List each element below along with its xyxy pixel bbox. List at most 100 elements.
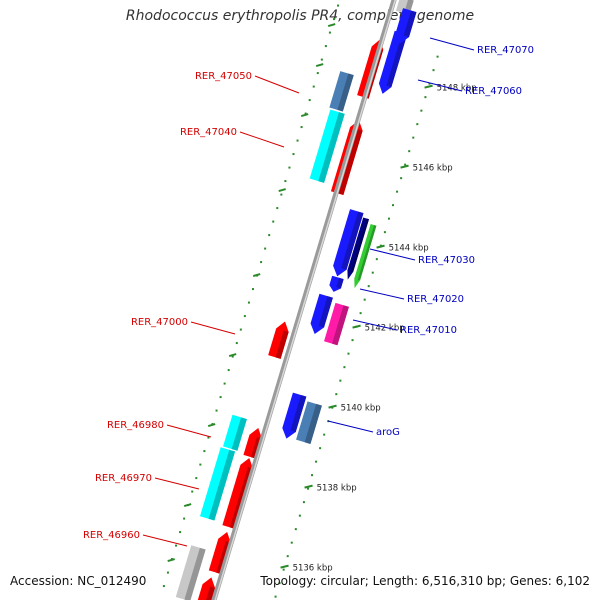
ruler-dot xyxy=(436,55,439,58)
ruler-dot xyxy=(298,514,301,517)
ruler-dot xyxy=(268,234,271,237)
gene-label-rer_46960: RER_46960 xyxy=(83,530,140,541)
leader-line xyxy=(429,37,475,51)
gene-gray-bottom xyxy=(175,545,206,600)
left-major-tick xyxy=(278,188,286,193)
gene-cyan-46970-shade xyxy=(208,449,236,521)
ruler-dot xyxy=(396,190,399,193)
leader-line xyxy=(190,321,236,335)
ruler-dot xyxy=(162,585,165,588)
ruler-dot xyxy=(215,409,218,412)
gene-cyan-47040 xyxy=(309,109,345,183)
right-major-tick xyxy=(304,484,313,489)
scale-label: 5140 kbp xyxy=(341,404,381,414)
ruler-dot xyxy=(179,531,182,534)
ruler-dot xyxy=(383,231,386,234)
ruler-dot xyxy=(304,112,307,115)
gene-blue-47030a-shade xyxy=(341,211,364,270)
gene-gray-bottom-shade xyxy=(184,547,206,600)
ruler-dot xyxy=(316,72,319,75)
gene-steel-47050 xyxy=(329,71,354,112)
gene-cyan-47040-shade xyxy=(318,112,345,183)
gene-rer-47060 xyxy=(378,30,408,94)
ruler-dot xyxy=(280,193,283,196)
ruler-dot xyxy=(375,258,378,261)
ruler-dot xyxy=(339,379,342,382)
ruler-dot xyxy=(235,342,238,345)
genome-summary: Topology: circular; Length: 6,516,310 bp… xyxy=(260,574,590,588)
scale-label: 5142 kbp xyxy=(365,324,405,334)
ruler-dot xyxy=(199,463,202,466)
leader-line xyxy=(369,248,416,261)
ruler-dot xyxy=(312,85,315,88)
ruler-dot xyxy=(282,568,285,571)
gene-label-rer_47070: RER_47070 xyxy=(477,45,534,56)
ruler-dot xyxy=(420,109,423,112)
backbone-highlight xyxy=(214,0,396,600)
gene-rer-47030 xyxy=(347,217,369,280)
left-major-tick xyxy=(315,63,324,68)
gene-rer-46970-body xyxy=(222,457,253,529)
ruler-dot xyxy=(371,271,374,274)
accession-label: Accession: NC_012490 xyxy=(10,574,147,588)
gene-blue-47030a xyxy=(333,209,364,277)
scale-ticks: 5148 kbp 5146 kbp 5144 kbp 5142 kbp 5140 kbp… xyxy=(162,4,477,598)
ruler-dot xyxy=(335,393,338,396)
gene-red-bottom-shade xyxy=(205,586,216,600)
ruler-dot xyxy=(274,595,277,598)
gene-label-rer_47000: RER_47000 xyxy=(131,317,188,328)
ruler-dot xyxy=(387,217,390,220)
ruler-dot xyxy=(363,298,366,301)
gene-labels: RER_47050 RER_47040 RER_47000 RER_46980 RER_… xyxy=(83,37,534,547)
right-ruler xyxy=(274,55,439,598)
gene-rer-47020 xyxy=(310,293,333,335)
ruler-dot xyxy=(323,433,326,436)
ruler-dot xyxy=(183,517,186,520)
gene-label-arog: aroG xyxy=(376,427,400,438)
ruler-dot xyxy=(359,312,362,315)
ruler-dot xyxy=(343,366,346,369)
ruler-dot xyxy=(272,220,275,223)
ruler-dot xyxy=(428,82,431,85)
ruler-dot xyxy=(278,582,281,585)
left-ruler xyxy=(162,4,340,588)
ruler-dot xyxy=(315,460,318,463)
gene-features xyxy=(175,0,417,600)
scale-label: 5136 kbp xyxy=(293,564,333,574)
ruler-dot xyxy=(276,207,279,210)
gene-arog-blue xyxy=(282,392,307,439)
ruler-dot xyxy=(260,261,263,264)
ruler-dot xyxy=(416,123,419,126)
gene-rer-47000-body xyxy=(268,321,289,359)
gene-rer-47030-shade xyxy=(350,218,369,272)
ruler-dot xyxy=(247,301,250,304)
ruler-dot xyxy=(286,555,289,558)
ruler-dot xyxy=(227,369,230,372)
gene-arog-blue-shade xyxy=(290,395,307,433)
leader-line xyxy=(254,75,300,94)
left-major-tick xyxy=(252,273,261,278)
ruler-dot xyxy=(347,352,350,355)
ruler-dot xyxy=(337,4,340,7)
ruler-dot xyxy=(412,136,415,139)
right-major-tick xyxy=(280,564,289,569)
gene-rer-47000 xyxy=(268,321,289,359)
ruler-dot xyxy=(319,447,322,450)
ruler-dot xyxy=(223,382,226,385)
left-major-tick xyxy=(300,113,309,118)
gene-steel-47050-shade xyxy=(337,73,354,112)
ruler-dot xyxy=(328,31,331,34)
ruler-dot xyxy=(324,45,327,48)
gene-rer-47070-shade xyxy=(403,10,417,38)
gene-cyan-46980 xyxy=(223,414,247,451)
left-major-tick xyxy=(327,23,336,28)
ruler-dot xyxy=(400,177,403,180)
right-major-tick xyxy=(352,324,361,329)
ruler-dot xyxy=(351,339,354,342)
gene-cyan-46970 xyxy=(200,447,236,521)
gene-rer-47060-shade xyxy=(386,32,408,88)
ruler-dot xyxy=(239,328,242,331)
gene-label-rer_47010: RER_47010 xyxy=(400,325,457,336)
ruler-dot xyxy=(296,139,299,142)
ruler-dot xyxy=(320,58,323,61)
